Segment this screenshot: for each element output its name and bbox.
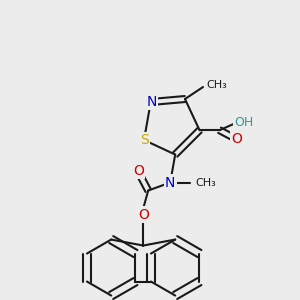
Text: N: N	[146, 95, 157, 109]
Text: CH₃: CH₃	[206, 80, 227, 90]
Text: N: N	[165, 176, 175, 190]
Text: S: S	[140, 133, 148, 147]
Text: O: O	[138, 208, 148, 221]
Text: CH₃: CH₃	[195, 178, 216, 188]
Text: OH: OH	[234, 116, 253, 129]
Text: O: O	[133, 164, 144, 178]
Text: O: O	[231, 132, 242, 146]
